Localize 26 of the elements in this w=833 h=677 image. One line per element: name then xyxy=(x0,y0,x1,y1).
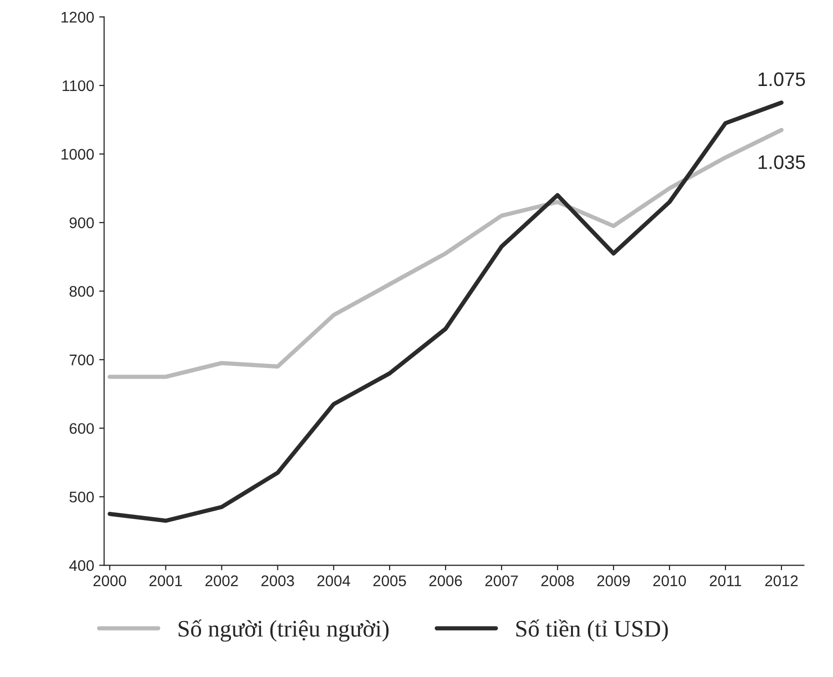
y-tick-label: 800 xyxy=(70,286,94,297)
x-tick-label: 2008 xyxy=(541,575,574,586)
x-tick-label: 2009 xyxy=(597,575,630,586)
y-tick-label: 600 xyxy=(70,423,94,434)
y-tick-label: 700 xyxy=(70,354,94,366)
y-tick-label: 1100 xyxy=(62,80,94,92)
y-tick-label: 500 xyxy=(70,492,94,502)
y-tick-label: 900 xyxy=(70,217,94,228)
x-tick-label: 2003 xyxy=(261,575,294,586)
legend-label: Số tiền (tỉ USD) xyxy=(516,619,668,642)
x-tick-label: 2002 xyxy=(205,575,238,586)
legend-label: Số người (triệu người) xyxy=(178,619,389,642)
y-tick-label: 1000 xyxy=(62,148,94,160)
x-tick-label: 2012 xyxy=(765,575,798,586)
annotation: 1.075 xyxy=(758,72,805,86)
y-tick-label: 1200 xyxy=(62,12,94,23)
x-tick-label: 2000 xyxy=(94,575,126,586)
y-tick-label: 400 xyxy=(69,560,94,571)
annotation: 1.035 xyxy=(758,155,805,170)
x-tick-label: 2007 xyxy=(485,575,518,586)
x-tick-label: 2006 xyxy=(429,575,462,586)
x-tick-label: 2011 xyxy=(710,575,742,586)
x-tick-label: 2001 xyxy=(149,575,182,586)
x-tick-label: 2004 xyxy=(317,575,350,586)
x-tick-label: 2005 xyxy=(373,575,406,586)
x-tick-label: 2010 xyxy=(653,575,686,586)
